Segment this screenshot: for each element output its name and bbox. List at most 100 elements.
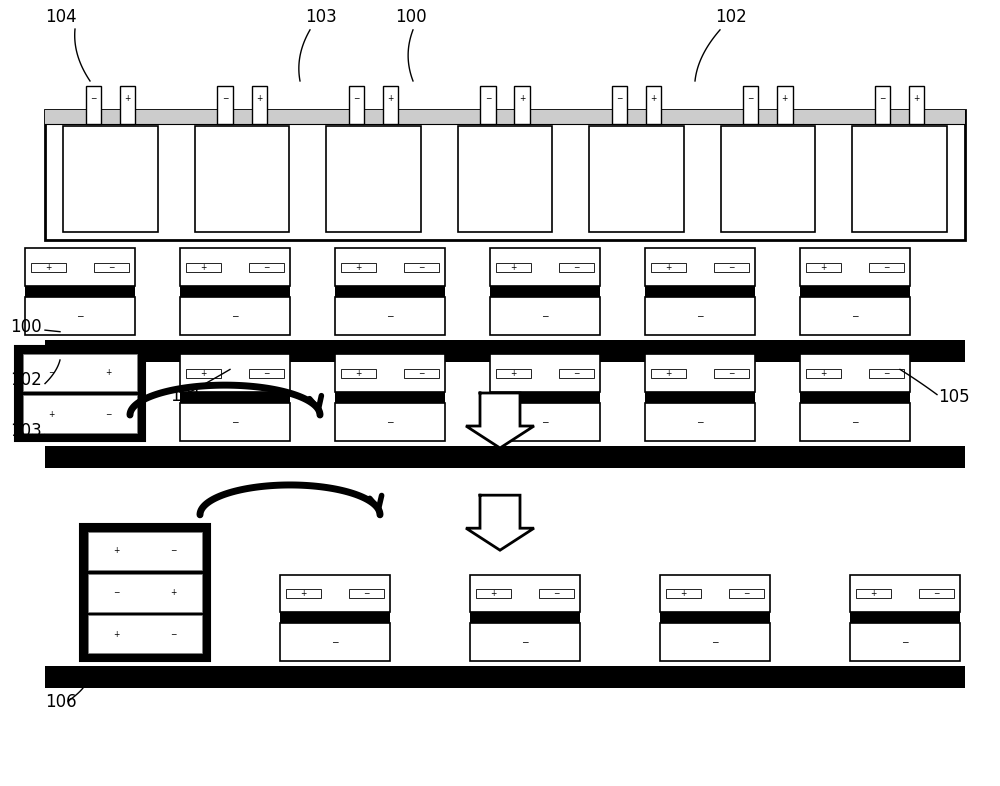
Bar — [645, 392, 755, 403]
Text: +: + — [200, 263, 207, 272]
Text: −: − — [418, 263, 425, 272]
Bar — [850, 612, 960, 623]
Text: +: + — [113, 546, 120, 556]
Bar — [490, 403, 600, 441]
Bar — [714, 263, 749, 272]
Bar — [875, 86, 890, 124]
Bar — [88, 615, 202, 653]
Bar — [869, 263, 904, 272]
Text: +: + — [490, 589, 497, 598]
Text: 102: 102 — [10, 371, 42, 389]
Bar — [919, 589, 954, 598]
Bar — [45, 446, 965, 468]
Text: −: − — [696, 417, 704, 427]
Bar — [651, 369, 686, 378]
Bar — [31, 263, 66, 272]
Bar — [45, 110, 965, 124]
Text: −: − — [105, 410, 112, 419]
Bar — [651, 263, 686, 272]
Bar — [404, 263, 439, 272]
Text: 100: 100 — [395, 8, 427, 26]
Text: +: + — [519, 94, 525, 103]
Bar — [180, 403, 290, 441]
Bar — [63, 126, 158, 232]
Bar — [94, 263, 129, 272]
Text: −: − — [616, 94, 623, 103]
Text: +: + — [665, 263, 672, 272]
Bar — [514, 86, 530, 124]
Bar — [856, 589, 891, 598]
Bar — [80, 524, 210, 661]
Bar — [458, 126, 552, 232]
Text: +: + — [913, 94, 920, 103]
Bar — [280, 623, 390, 661]
Bar — [480, 86, 496, 124]
Text: 103: 103 — [10, 422, 42, 440]
Bar — [666, 589, 701, 598]
Bar — [180, 286, 290, 297]
Text: −: − — [386, 417, 394, 427]
Text: −: − — [386, 311, 394, 321]
Bar — [480, 495, 520, 528]
Text: −: − — [553, 589, 560, 598]
Bar — [714, 369, 749, 378]
Text: −: − — [418, 369, 425, 378]
Bar — [335, 297, 445, 335]
Bar — [383, 86, 398, 124]
Bar — [490, 297, 600, 335]
Bar — [286, 589, 321, 598]
Bar — [349, 589, 384, 598]
Bar — [335, 354, 445, 392]
Bar — [25, 286, 135, 297]
Text: −: − — [879, 94, 885, 103]
Text: 103: 103 — [305, 8, 337, 26]
Text: −: − — [573, 263, 580, 272]
Bar — [180, 297, 290, 335]
Text: −: − — [331, 637, 339, 647]
Bar — [280, 612, 390, 623]
Text: +: + — [170, 588, 177, 597]
Bar — [869, 369, 904, 378]
Text: +: + — [510, 263, 517, 272]
Text: +: + — [45, 263, 52, 272]
Text: −: − — [108, 263, 115, 272]
Text: −: − — [851, 311, 859, 321]
Text: −: − — [90, 94, 97, 103]
Bar — [88, 574, 202, 612]
Bar — [729, 589, 764, 598]
Text: −: − — [231, 417, 239, 427]
Bar — [559, 263, 594, 272]
Bar — [252, 86, 267, 124]
Text: −: − — [933, 589, 940, 598]
Text: −: − — [521, 637, 529, 647]
Bar — [645, 403, 755, 441]
Text: −: − — [113, 588, 120, 597]
Bar — [490, 392, 600, 403]
Bar — [335, 403, 445, 441]
Bar — [800, 392, 910, 403]
Bar — [180, 392, 290, 403]
Text: +: + — [105, 368, 112, 377]
Bar — [341, 369, 376, 378]
Bar — [249, 369, 284, 378]
Text: +: + — [355, 369, 362, 378]
Bar — [404, 369, 439, 378]
Bar — [490, 286, 600, 297]
Bar — [476, 589, 511, 598]
Bar — [645, 248, 755, 286]
Text: −: − — [485, 94, 491, 103]
Text: +: + — [200, 369, 207, 378]
Bar — [335, 392, 445, 403]
Text: −: − — [48, 368, 55, 377]
Bar — [180, 248, 290, 286]
Polygon shape — [466, 426, 534, 448]
Bar — [800, 354, 910, 392]
Bar — [23, 395, 137, 433]
Bar — [15, 346, 145, 441]
Text: −: − — [263, 263, 270, 272]
Text: −: − — [363, 589, 370, 598]
Text: +: + — [48, 410, 55, 419]
Bar — [45, 340, 965, 362]
Bar — [850, 575, 960, 612]
Text: +: + — [510, 369, 517, 378]
